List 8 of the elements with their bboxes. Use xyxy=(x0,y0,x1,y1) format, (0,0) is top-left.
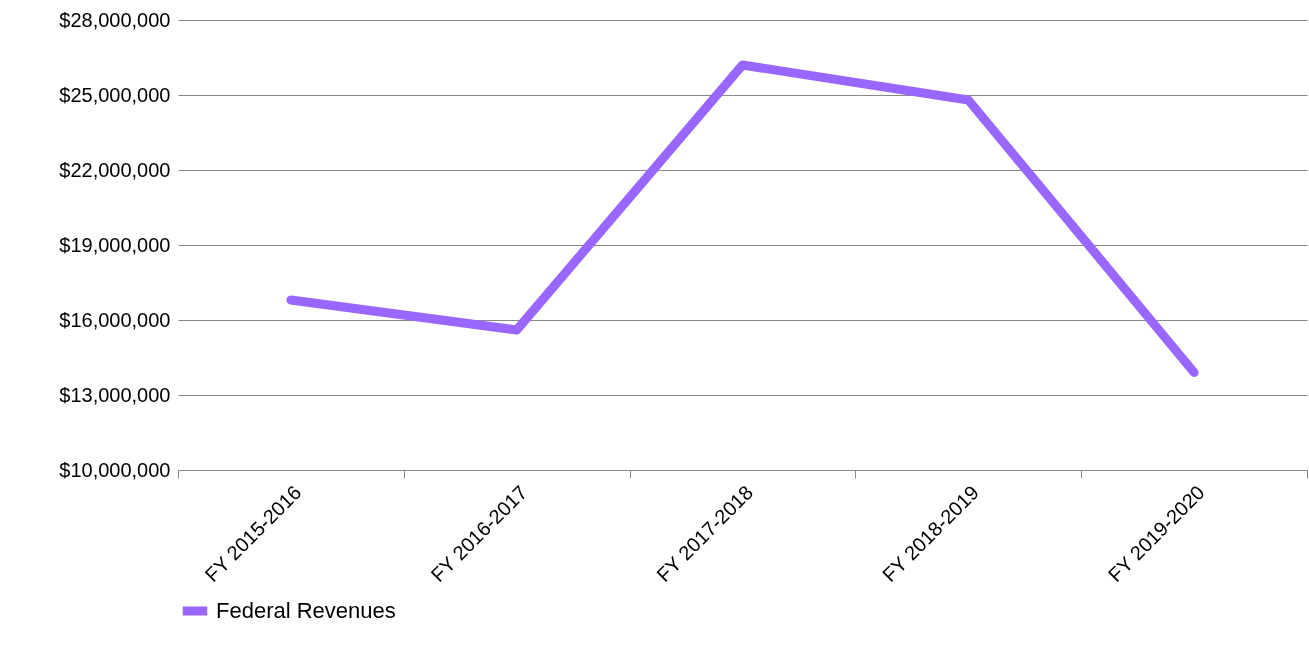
y-tick-label: $19,000,000 xyxy=(59,233,171,256)
y-tick-label: $13,000,000 xyxy=(59,383,171,406)
y-tick-label: $22,000,000 xyxy=(59,158,171,181)
legend-label: Federal Revenues xyxy=(216,598,396,623)
y-tick-label: $10,000,000 xyxy=(59,458,171,481)
y-tick-label: $28,000,000 xyxy=(59,8,171,31)
y-tick-label: $25,000,000 xyxy=(59,83,171,106)
y-tick-label: $16,000,000 xyxy=(59,308,171,331)
